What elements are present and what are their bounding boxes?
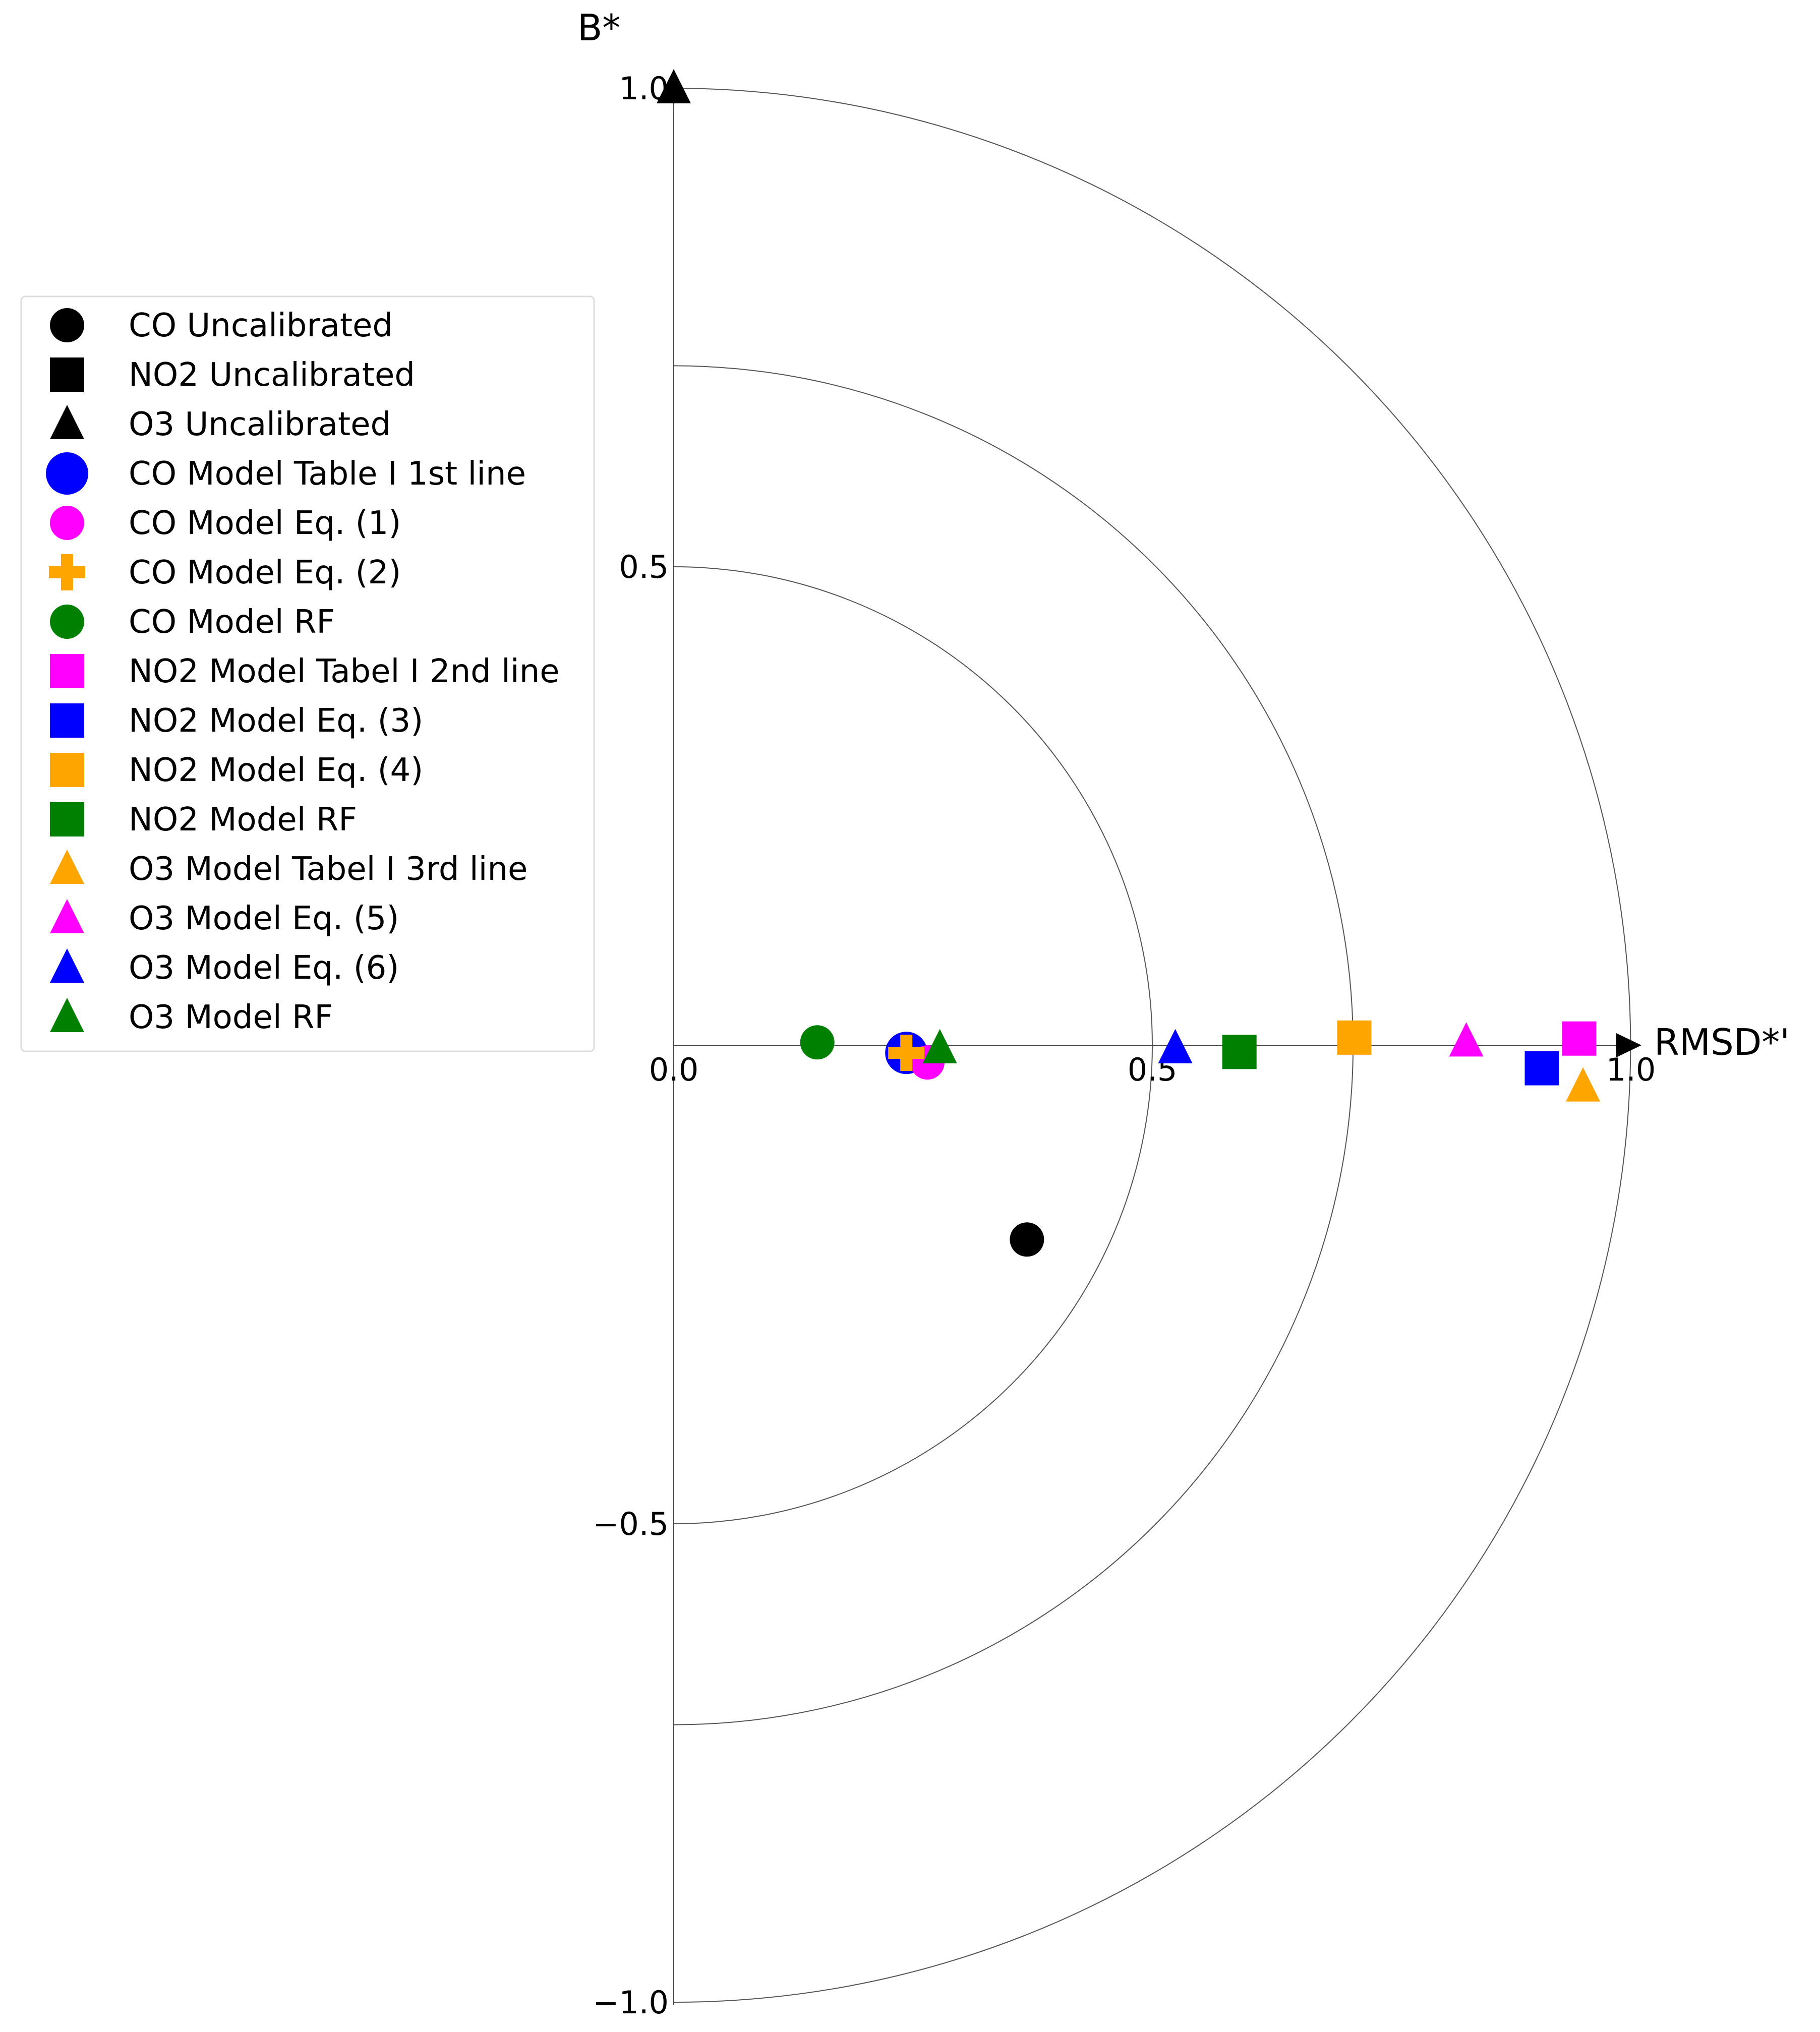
legend-marker-6 bbox=[50, 605, 84, 639]
y-axis-title: B* bbox=[577, 7, 620, 49]
legend-item: NO2 Model RF bbox=[50, 801, 357, 839]
y-tick-label: 0.5 bbox=[619, 549, 669, 585]
x-tick-label: 0.0 bbox=[649, 1051, 699, 1088]
legend-marker-2 bbox=[50, 405, 84, 439]
legend-item: O3 Model Tabel I 3rd line bbox=[50, 850, 527, 888]
legend-label: O3 Model RF bbox=[129, 999, 333, 1036]
data-point-5 bbox=[888, 1035, 925, 1071]
legend-item: NO2 Model Eq. (3) bbox=[50, 702, 423, 740]
data-point-11 bbox=[1566, 1067, 1601, 1102]
legend-label: O3 Model Eq. (5) bbox=[129, 900, 399, 937]
legend-frame bbox=[20, 295, 595, 1052]
legend-item: O3 Model Eq. (5) bbox=[50, 899, 399, 937]
legend-item: CO Model RF bbox=[50, 604, 335, 641]
legend-label: CO Model Eq. (2) bbox=[129, 554, 401, 591]
legend-marker-9 bbox=[50, 753, 84, 787]
legend-item: CO Uncalibrated bbox=[50, 307, 393, 344]
y-tick-label: −0.5 bbox=[593, 1506, 669, 1542]
legend-item: O3 Model RF bbox=[50, 998, 333, 1036]
legend-label: NO2 Model RF bbox=[129, 801, 357, 839]
x-axis-title: RMSD*' bbox=[1654, 1021, 1790, 1063]
legend-label: NO2 Model Eq. (4) bbox=[129, 752, 423, 789]
legend-label: CO Model Eq. (1) bbox=[129, 505, 401, 542]
legend-marker-12 bbox=[50, 899, 84, 933]
data-point-0 bbox=[1010, 1222, 1044, 1257]
x-tick-label: 1.0 bbox=[1606, 1051, 1656, 1088]
legend-marker-5 bbox=[49, 554, 85, 590]
legend-marker-11 bbox=[50, 850, 84, 884]
legend-marker-4 bbox=[50, 506, 84, 540]
legend-marker-7 bbox=[50, 654, 84, 688]
legend-label: CO Model Table I 1st line bbox=[129, 455, 526, 493]
data-point-2 bbox=[657, 69, 691, 103]
legend-item: CO Model Eq. (2) bbox=[49, 554, 401, 591]
legend-item: NO2 Model Eq. (4) bbox=[50, 752, 423, 789]
legend-item: O3 Uncalibrated bbox=[50, 405, 391, 443]
data-point-7 bbox=[1562, 1021, 1597, 1056]
legend-label: O3 Model Tabel I 3rd line bbox=[129, 851, 527, 888]
legend-marker-0 bbox=[50, 308, 84, 342]
legend-label: NO2 Model Eq. (3) bbox=[129, 702, 423, 740]
legend-item: CO Model Table I 1st line bbox=[46, 452, 526, 495]
legend-label: NO2 Uncalibrated bbox=[129, 356, 415, 394]
legend: CO Uncalibrated NO2 Uncalibrated O3 Uncali… bbox=[20, 295, 595, 1052]
legend-label: NO2 Model Tabel I 2nd line bbox=[129, 653, 560, 690]
data-point-14 bbox=[922, 1029, 957, 1063]
legend-marker-3 bbox=[46, 452, 88, 495]
legend-marker-1 bbox=[50, 357, 84, 392]
legend-label: O3 Model Eq. (6) bbox=[129, 949, 399, 987]
data-point-10 bbox=[1222, 1035, 1257, 1069]
y-tick-label: −1.0 bbox=[593, 1984, 669, 2021]
legend-item: NO2 Uncalibrated bbox=[50, 356, 415, 394]
data-point-8 bbox=[1524, 1051, 1559, 1086]
x-axis-arrow-icon bbox=[1616, 1033, 1641, 1057]
tick-labels: 0.0 0.5 1.0−1.0−0.50.51.0 bbox=[593, 70, 1656, 2021]
data-points bbox=[657, 69, 1601, 1257]
data-point-6 bbox=[800, 1025, 835, 1060]
legend-item: O3 Model Eq. (6) bbox=[50, 948, 399, 987]
legend-item: NO2 Model Tabel I 2nd line bbox=[50, 653, 560, 690]
data-point-9 bbox=[1337, 1020, 1372, 1055]
legend-marker-13 bbox=[50, 948, 84, 983]
legend-label: CO Uncalibrated bbox=[129, 307, 393, 344]
data-point-13 bbox=[1158, 1029, 1193, 1063]
legend-marker-10 bbox=[50, 802, 84, 836]
legend-marker-14 bbox=[50, 998, 84, 1032]
legend-item: CO Model Eq. (1) bbox=[50, 505, 401, 542]
legend-label: CO Model RF bbox=[129, 604, 335, 641]
legend-marker-8 bbox=[50, 703, 84, 738]
legend-label: O3 Uncalibrated bbox=[129, 406, 391, 443]
data-point-12 bbox=[1449, 1022, 1484, 1057]
